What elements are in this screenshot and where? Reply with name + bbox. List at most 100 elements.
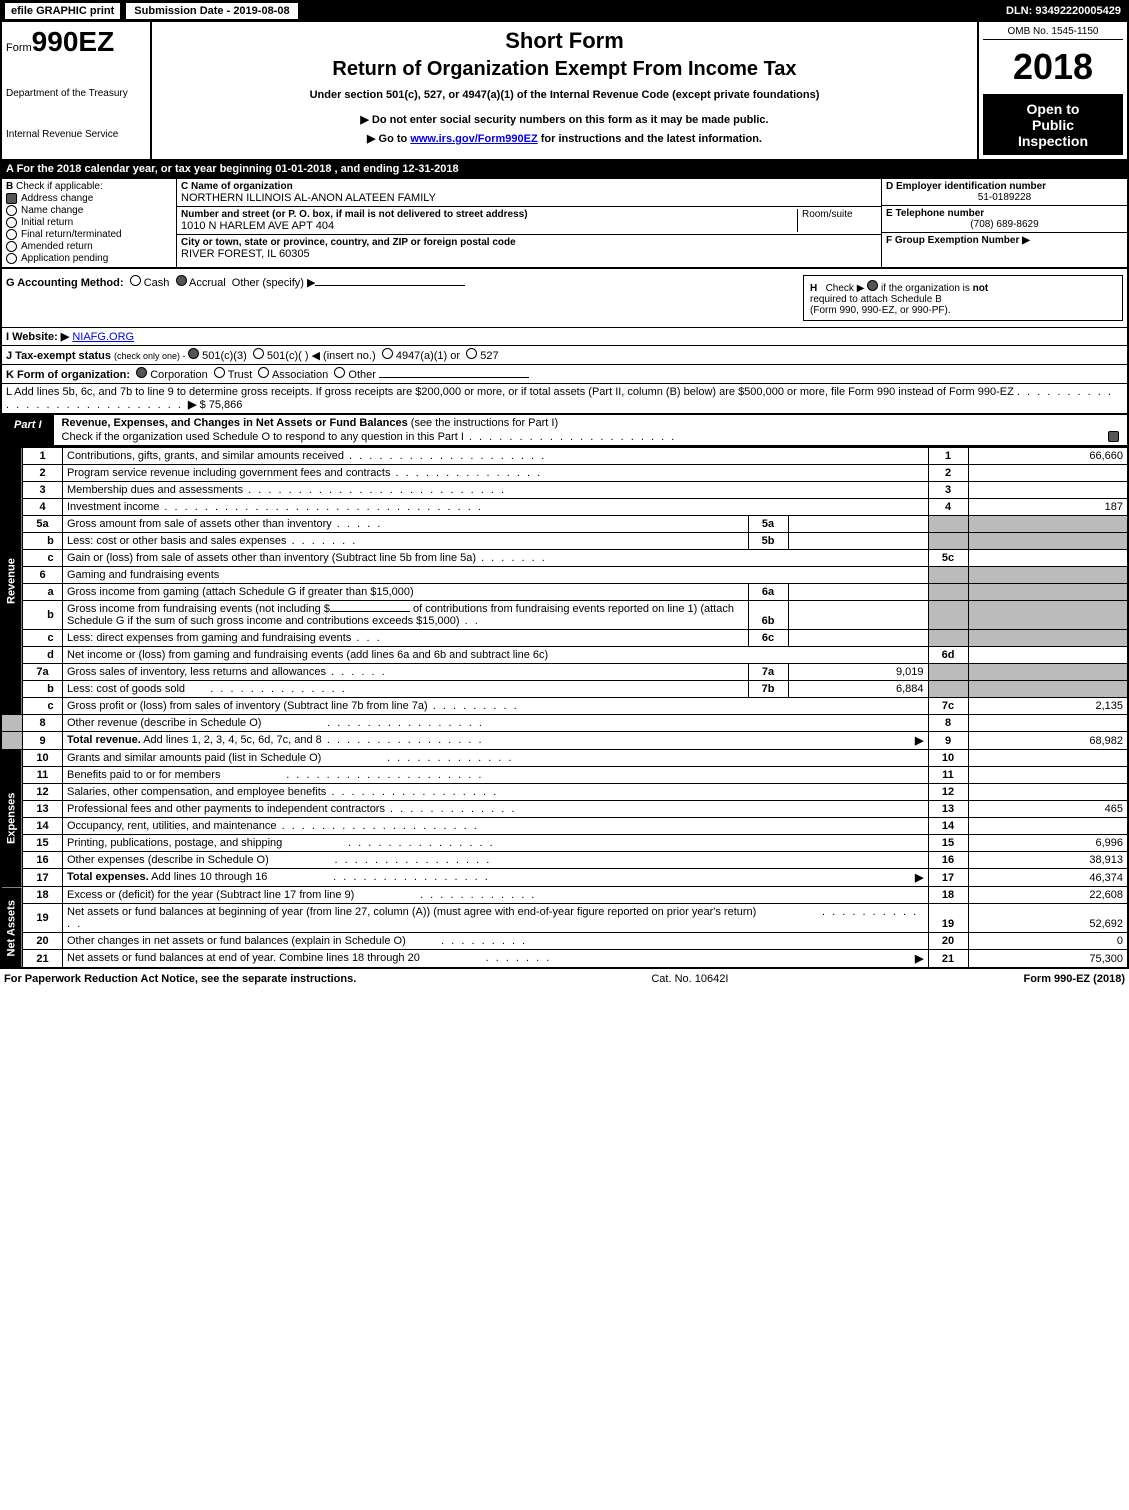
shade [968, 681, 1128, 698]
org-name: NORTHERN ILLINOIS AL-ANON ALATEEN FAMILY [181, 192, 877, 204]
website-link[interactable]: NIAFG.ORG [72, 331, 134, 343]
shade [968, 533, 1128, 550]
line-rval: 46,374 [968, 869, 1128, 887]
sub-num: 6c [748, 630, 788, 647]
radio-cash[interactable] [130, 275, 141, 286]
chk-initial-return[interactable]: Initial return [6, 217, 172, 228]
h-line2: required to attach Schedule B [810, 294, 1116, 305]
table-row: c Gain or (loss) from sale of assets oth… [1, 550, 1128, 567]
open-inspection: Open to Public Inspection [983, 95, 1123, 155]
ein-row: D Employer identification number 51-0189… [882, 179, 1127, 206]
line-rval [968, 550, 1128, 567]
line-rnum: 6d [928, 647, 968, 664]
line-num: 3 [23, 482, 63, 499]
col-c: C Name of organization NORTHERN ILLINOIS… [177, 179, 882, 267]
line-desc: Salaries, other compensation, and employ… [63, 784, 929, 801]
chk-label: Address change [21, 193, 93, 204]
line-rnum: 18 [928, 887, 968, 904]
line-num: c [23, 550, 63, 567]
chk-other[interactable] [334, 367, 345, 378]
chk-assoc[interactable] [258, 367, 269, 378]
line-rnum: 5c [928, 550, 968, 567]
group-label: F Group Exemption Number ▶ [886, 235, 1123, 246]
sub-val: 9,019 [788, 664, 928, 681]
line-desc: Other revenue (describe in Schedule O) .… [63, 715, 929, 732]
b-label: B [6, 181, 13, 192]
chk-corp[interactable] [136, 367, 147, 378]
line-rval: 0 [968, 933, 1128, 950]
chk-trust[interactable] [214, 367, 225, 378]
k-other-input[interactable] [379, 377, 529, 378]
line-desc: Net assets or fund balances at end of ye… [63, 950, 929, 969]
table-row: 2 Program service revenue including gove… [1, 465, 1128, 482]
sub-val [788, 533, 928, 550]
row-a-mid: , and ending [331, 163, 402, 175]
line-desc: Excess or (deficit) for the year (Subtra… [63, 887, 929, 904]
link-pre: ▶ Go to [367, 133, 410, 145]
line-rval [968, 465, 1128, 482]
h-not: not [973, 283, 989, 294]
arrow-icon: ▶ [188, 399, 196, 411]
table-row: 19 Net assets or fund balances at beginn… [1, 904, 1128, 933]
chk-app-pending[interactable]: Application pending [6, 253, 172, 264]
chk-527[interactable] [466, 348, 477, 359]
line-num: d [23, 647, 63, 664]
footer-left: For Paperwork Reduction Act Notice, see … [4, 973, 356, 985]
col-d: D Employer identification number 51-0189… [882, 179, 1127, 267]
table-row: 4 Investment income . . . . . . . . . . … [1, 499, 1128, 516]
radio-accrual[interactable] [176, 275, 187, 286]
chk-501c[interactable] [253, 348, 264, 359]
line-desc: Contributions, gifts, grants, and simila… [63, 448, 929, 465]
line-desc: Gross amount from sale of assets other t… [63, 516, 749, 533]
table-row: 11 Benefits paid to or for members . . .… [1, 767, 1128, 784]
line-rnum: 3 [928, 482, 968, 499]
chk-h[interactable] [867, 280, 878, 291]
sub-num: 6a [748, 584, 788, 601]
chk-address-change[interactable]: Address change [6, 193, 172, 204]
row-h: H Check ▶ if the organization is not req… [803, 275, 1123, 321]
l-val: $ 75,866 [200, 399, 243, 411]
line-rnum: 7c [928, 698, 968, 715]
sub-val: 6,884 [788, 681, 928, 698]
opt-trust: Trust [228, 369, 253, 381]
line-num: c [23, 630, 63, 647]
chk-final-return[interactable]: Final return/terminated [6, 229, 172, 240]
chk-name-change[interactable]: Name change [6, 205, 172, 216]
form-ez: EZ [78, 26, 114, 57]
line-desc: Occupancy, rent, utilities, and maintena… [63, 818, 929, 835]
h-line1-post: if the organization is [878, 283, 973, 294]
row-a-end: 12-31-2018 [402, 163, 458, 175]
line-num: 21 [23, 950, 63, 969]
line-rval [968, 647, 1128, 664]
line-desc: Program service revenue including govern… [63, 465, 929, 482]
line-desc: Less: cost of goods sold . . . . . . . .… [63, 681, 749, 698]
irs-link[interactable]: www.irs.gov/Form990EZ [410, 133, 537, 145]
opt-assoc: Association [272, 369, 328, 381]
line-desc: Gaming and fundraising events [63, 567, 929, 584]
line-rval: 38,913 [968, 852, 1128, 869]
line-desc: Gross income from fundraising events (no… [63, 601, 749, 630]
part1-title-post: (see the instructions for Part I) [408, 417, 558, 429]
shade [968, 516, 1128, 533]
phone-label: E Telephone number [886, 208, 1123, 219]
line-rnum: 4 [928, 499, 968, 516]
table-row: 15 Printing, publications, postage, and … [1, 835, 1128, 852]
other-input[interactable] [315, 285, 465, 286]
table-row: 9 Total revenue. Add lines 1, 2, 3, 4, 5… [1, 732, 1128, 750]
chk-501c3[interactable] [188, 348, 199, 359]
line-rval: 465 [968, 801, 1128, 818]
line-desc: Other changes in net assets or fund bala… [63, 933, 929, 950]
line-desc: Printing, publications, postage, and shi… [63, 835, 929, 852]
line-rval [968, 715, 1128, 732]
opt-501c3: 501(c)(3) [202, 350, 247, 362]
chk-label: Name change [21, 205, 83, 216]
line-rval: 66,660 [968, 448, 1128, 465]
chk-schedule-o[interactable] [1108, 431, 1119, 442]
chk-4947[interactable] [382, 348, 393, 359]
table-row: 3 Membership dues and assessments . . . … [1, 482, 1128, 499]
chk-amended[interactable]: Amended return [6, 241, 172, 252]
efile-label: efile GRAPHIC print [4, 2, 121, 20]
l-text: L Add lines 5b, 6c, and 7b to line 9 to … [6, 386, 1014, 398]
line-rnum: 2 [928, 465, 968, 482]
line-rval: 75,300 [968, 950, 1128, 969]
